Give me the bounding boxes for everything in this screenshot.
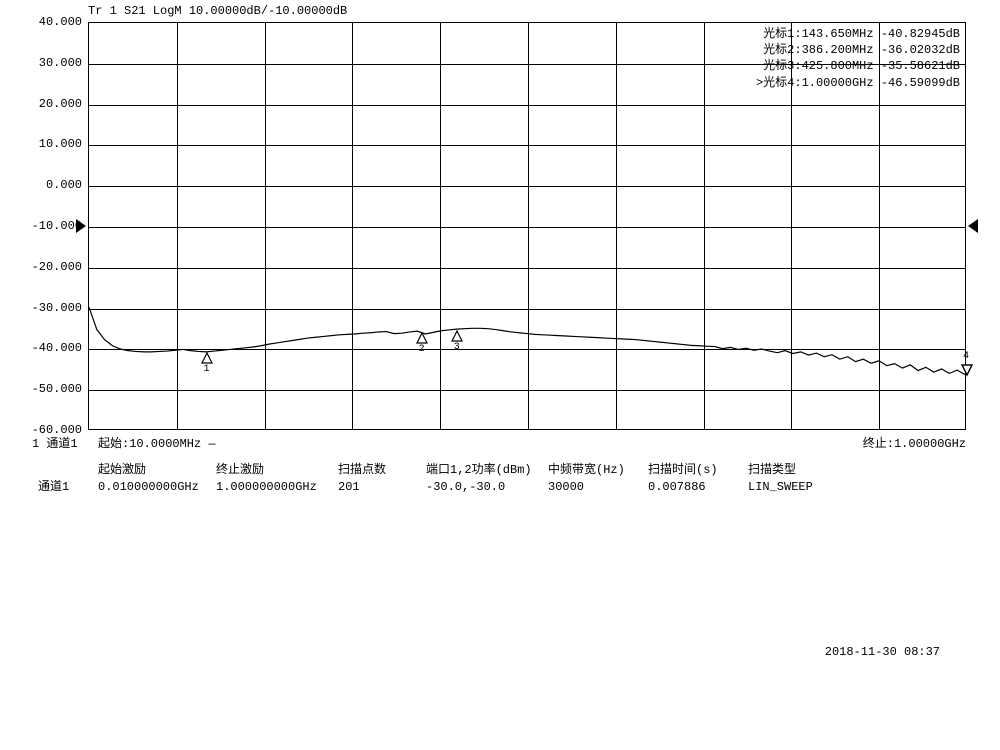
gridline-horizontal	[89, 349, 965, 350]
y-axis-tick-label: 40.000	[0, 15, 82, 29]
y-axis-tick-label: 30.000	[0, 56, 82, 70]
y-axis-tick-label: -60.000	[0, 423, 82, 437]
marker-3-icon[interactable]	[451, 330, 463, 342]
marker-1-icon[interactable]	[201, 352, 213, 364]
y-axis-tick-label: 20.000	[0, 97, 82, 111]
y-axis-tick-label: 0.000	[0, 178, 82, 192]
gridline-vertical	[352, 23, 353, 429]
marker-readout-row: >光标4:1.00000GHz -46.59099dB	[756, 75, 960, 91]
gridline-horizontal	[89, 186, 965, 187]
marker-readout-row: 光标2:386.200MHz -36.02032dB	[756, 42, 960, 58]
marker-1-label: 1	[204, 364, 210, 375]
gridline-horizontal	[89, 227, 965, 228]
gridline-horizontal	[89, 145, 965, 146]
param-value: 0.007886	[648, 479, 706, 496]
marker-3-label: 3	[454, 342, 460, 353]
gridline-vertical	[177, 23, 178, 429]
gridline-horizontal	[89, 268, 965, 269]
y-axis-tick-label: 10.000	[0, 137, 82, 151]
param-value: 0.010000000GHz	[98, 479, 199, 496]
y-axis-tick-label: -50.000	[0, 382, 82, 396]
param-value: LIN_SWEEP	[748, 479, 813, 496]
param-header: 端口1,2功率(dBm)	[426, 462, 532, 479]
marker-4-icon[interactable]	[960, 363, 972, 375]
param-header: 扫描时间(s)	[648, 462, 718, 479]
param-header: 终止激励	[216, 462, 264, 479]
param-value: 30000	[548, 479, 584, 496]
trace-header: Tr 1 S21 LogM 10.00000dB/-10.00000dB	[88, 4, 347, 18]
param-header: 中频带宽(Hz)	[548, 462, 625, 479]
gridline-horizontal	[89, 390, 965, 391]
marker-2-icon[interactable]	[416, 332, 428, 344]
sweep-params-table: 通道1 起始激励0.010000000GHz 终止激励1.000000000GHz…	[0, 462, 1000, 502]
marker-4-label: 4	[963, 351, 969, 362]
y-axis-tick-label: -40.000	[0, 341, 82, 355]
xaxis-start-label: 起始:10.0000MHz —	[98, 434, 216, 451]
gridline-horizontal	[89, 309, 965, 310]
param-value: 201	[338, 479, 360, 496]
param-header: 扫描点数	[338, 462, 386, 479]
y-axis-tick-label: -30.000	[0, 301, 82, 315]
gridline-vertical	[704, 23, 705, 429]
param-header: 扫描类型	[748, 462, 796, 479]
y-axis-tick-label: -20.000	[0, 260, 82, 274]
marker-readout-row: 光标1:143.650MHz -40.82945dB	[756, 26, 960, 42]
footer-row-label: 通道1	[38, 479, 69, 496]
xaxis-stop-label: 终止:1.00000GHz	[863, 434, 966, 451]
ref-level-indicator-right	[968, 219, 978, 233]
gridline-horizontal	[89, 105, 965, 106]
param-header: 起始激励	[98, 462, 146, 479]
gridline-vertical	[616, 23, 617, 429]
marker-readout-row: 光标3:425.800MHz -35.58621dB	[756, 58, 960, 74]
timestamp: 2018-11-30 08:37	[825, 645, 940, 659]
gridline-vertical	[440, 23, 441, 429]
marker-2-label: 2	[419, 344, 425, 355]
gridline-vertical	[528, 23, 529, 429]
y-axis-tick-label: -10.000	[0, 219, 82, 233]
marker-readout-table: 光标1:143.650MHz -40.82945dB 光标2:386.200MH…	[756, 26, 960, 91]
param-value: 1.000000000GHz	[216, 479, 317, 496]
gridline-vertical	[265, 23, 266, 429]
param-value: -30.0,-30.0	[426, 479, 505, 496]
